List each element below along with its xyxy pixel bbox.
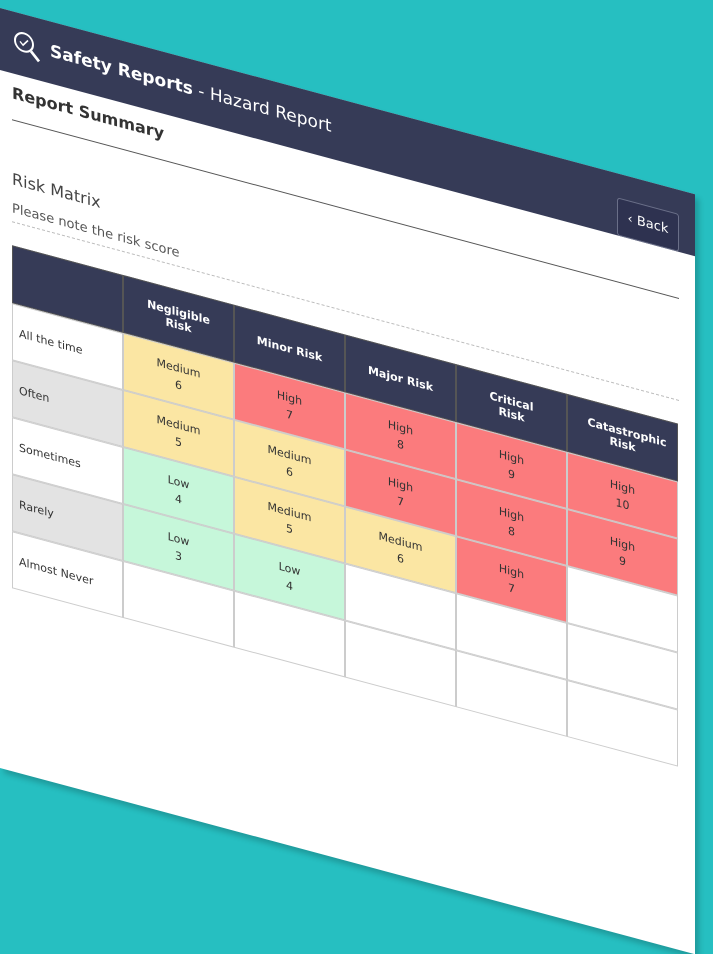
column-label: Minor Risk [256,333,323,364]
risk-level: Low [167,529,190,549]
risk-level: Low [167,472,190,492]
risk-level: High [498,447,525,467]
risk-score: 7 [397,493,404,509]
risk-score: 8 [397,436,404,452]
risk-level: High [498,504,525,524]
risk-score: 6 [175,377,182,393]
risk-level: High [609,476,636,497]
risk-level: Medium [378,528,423,554]
risk-level: High [387,417,414,438]
page-title: - Hazard Report [198,81,332,137]
risk-level: Medium [267,499,312,524]
logo-icon [14,32,41,63]
risk-level: Medium [267,442,312,467]
row-label: Almost Never [19,555,94,589]
app-title: Safety Reports [50,41,193,100]
column-label: Catastrophic Risk [587,415,667,455]
column-label: Critical Risk [489,389,534,425]
row-label: All the time [19,327,83,358]
risk-score: 10 [615,495,630,513]
app-window: Safety Reports - Hazard Report ‹ Back Re… [0,8,695,954]
risk-level: Low [278,559,301,578]
risk-score: 6 [397,550,404,566]
risk-score: 5 [175,434,182,450]
risk-score: 7 [508,580,515,596]
risk-score: 3 [175,548,182,564]
column-label: Negligible Risk [147,297,210,336]
risk-score: 5 [286,521,293,537]
risk-level: High [609,533,636,554]
risk-score: 4 [175,491,182,507]
risk-score: 8 [508,523,515,539]
risk-level: High [498,561,525,581]
risk-score: 6 [286,464,293,480]
risk-score: 9 [508,466,515,482]
risk-level: Medium [156,355,201,381]
column-label: Major Risk [367,363,434,394]
risk-score: 7 [286,407,293,423]
risk-level: High [276,387,303,408]
row-label: Often [19,384,50,406]
risk-score: 9 [619,553,626,569]
header: Safety Reports - Hazard Report ‹ Back [0,8,695,257]
row-label: Sometimes [19,441,81,471]
row-label: Rarely [19,498,54,521]
page: Safety Reports - Hazard Report ‹ Back Re… [0,8,695,954]
risk-level: Medium [156,412,201,438]
back-label: Back [636,213,669,238]
risk-level: High [387,474,414,495]
back-button[interactable]: ‹ Back [617,197,679,252]
